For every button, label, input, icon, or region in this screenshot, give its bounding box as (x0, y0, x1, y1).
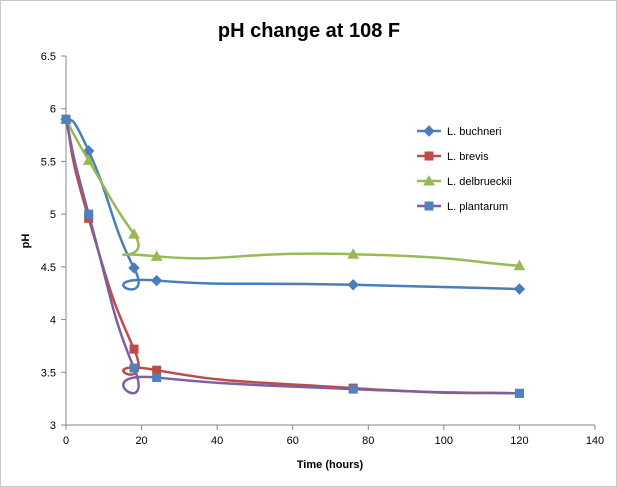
data-point (128, 228, 140, 239)
data-point (84, 209, 94, 219)
x-tick-label: 40 (211, 435, 223, 447)
series-l-buchneri (60, 113, 526, 295)
data-point (513, 259, 526, 271)
x-tick-label: 20 (135, 435, 147, 447)
legend-marker (423, 125, 435, 137)
x-tick-label: 80 (362, 435, 374, 447)
data-point (513, 283, 526, 295)
y-ticks: 3 3.5 4 4.5 5 5.5 6 6.5 (41, 51, 66, 432)
legend-label: L. brevis (447, 151, 489, 163)
y-tick-label: 3 (50, 420, 56, 432)
y-tick-label: 5.5 (41, 156, 56, 168)
legend: L. buchneri L. brevis L. delbrueckii L. pla… (417, 125, 512, 213)
legend-marker (424, 151, 434, 161)
data-point (347, 279, 359, 291)
legend-marker (423, 174, 435, 186)
y-tick-label: 4.5 (41, 262, 56, 274)
series-l-plantarum (61, 114, 524, 398)
series-line (64, 118, 520, 268)
data-point (61, 114, 71, 124)
x-tick-label: 60 (287, 435, 299, 447)
chart-title: pH change at 108 F (218, 20, 400, 42)
x-tick-label: 120 (510, 435, 528, 447)
legend-item: L. buchneri (417, 125, 501, 138)
data-point (347, 248, 360, 259)
data-point (129, 344, 139, 354)
data-point (82, 154, 95, 165)
y-tick-label: 6.5 (41, 51, 56, 63)
data-point (129, 363, 139, 373)
x-tick-label: 100 (435, 435, 453, 447)
y-tick-label: 5 (50, 209, 56, 221)
data-point (514, 388, 524, 398)
y-axis-label: pH (20, 234, 32, 249)
data-point (128, 262, 140, 274)
x-axis-label: Time (hours) (297, 459, 364, 471)
x-ticks: 0 20 40 60 80 100 120 140 (63, 425, 604, 447)
data-point (150, 250, 163, 261)
data-point (348, 384, 358, 394)
x-tick-label: 140 (586, 435, 604, 447)
legend-label: L. buchneri (447, 126, 501, 138)
series-layer (60, 113, 526, 398)
legend-marker (424, 201, 434, 211)
legend-label: L. plantarum (447, 201, 508, 213)
legend-item: L. brevis (417, 151, 489, 163)
data-point (152, 373, 162, 383)
data-point (150, 274, 163, 287)
legend-item: L. delbrueckii (417, 174, 512, 188)
legend-label: L. delbrueckii (447, 176, 512, 188)
legend-item: L. plantarum (417, 201, 508, 213)
data-point (152, 365, 162, 375)
y-tick-label: 4 (50, 315, 56, 327)
y-tick-label: 6 (50, 104, 56, 116)
y-tick-label: 3.5 (41, 367, 56, 379)
x-tick-label: 0 (63, 435, 69, 447)
